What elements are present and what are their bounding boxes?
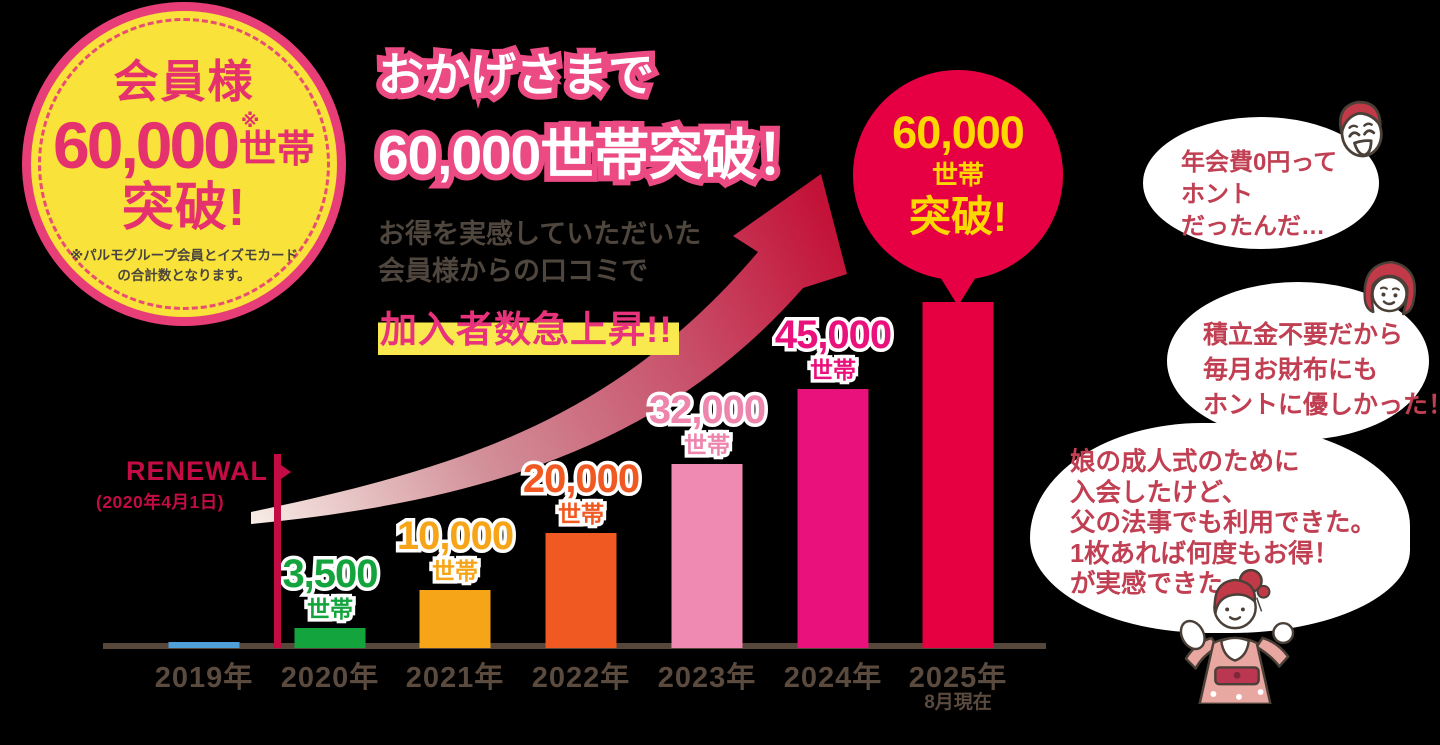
bubble1-line3: だったんだ… <box>1181 212 1325 240</box>
bar-group: 2019年 <box>141 0 267 745</box>
members-badge: 会員様 60,000 ※ 世帯 突破! ※パルモグループ会員とイズモカード の合… <box>22 2 346 326</box>
x-axis-tick-label: 2023年 <box>657 662 757 694</box>
badge-number: 60,000 <box>53 107 240 182</box>
badge-line3: 突破! <box>121 178 247 237</box>
bar-group: 3,500 世帯 2020年 <box>267 0 393 745</box>
bar <box>922 302 994 648</box>
bubble3-line5: が実感できた <box>1070 570 1224 599</box>
renewal-date: (2020年4月1日) <box>96 492 225 512</box>
headline-line1: おかげさまで <box>378 49 810 102</box>
renewal-arrow-icon <box>274 459 291 484</box>
renewal-text: RENEWAL <box>126 456 268 486</box>
badge-asterisk: ※ <box>240 110 260 132</box>
bar <box>294 628 366 648</box>
bar <box>168 642 240 648</box>
bar-group: 2025年 8月現在 <box>895 0 1021 745</box>
bubble2-line1: 積立金不要だから <box>1203 321 1404 349</box>
bubble1-line2: ホント <box>1181 180 1253 208</box>
badge-line1: 会員様 <box>113 55 255 107</box>
x-axis-tick-label: 2022年 <box>531 662 631 694</box>
renewal-marker-line <box>274 454 281 648</box>
renewal-label: RENEWAL (2020年4月1日) <box>96 456 291 514</box>
bar-unit-label: 世帯 <box>392 560 518 584</box>
x-axis-tick-label: 2024年 <box>783 662 883 694</box>
balloon-number: 60,000 <box>892 107 1025 159</box>
bar-unit-label: 世帯 <box>267 598 393 622</box>
badge-tick-ring <box>38 18 330 310</box>
kimono-woman-icon <box>1179 568 1295 704</box>
bubble2-line2: 毎月お財布にも <box>1203 356 1379 384</box>
bar-value-label: 32,000 <box>644 390 770 430</box>
man-face-icon <box>1338 100 1383 158</box>
bubble3-line2: 入会したけど、 <box>1070 478 1248 507</box>
badge-unit: 世帯 <box>238 128 315 171</box>
x-axis-tick-label: 2021年 <box>405 662 505 694</box>
bubble3-line4: 1枚あれば何度もお得！ <box>1070 539 1340 568</box>
bubble3-line1: 娘の成人式のために <box>1070 448 1300 476</box>
x-axis-tick-label: 2020年 <box>280 662 380 694</box>
headline-sub1: お得を実感していただいた <box>378 218 702 249</box>
headline-sub2: 会員様からの口コミで <box>378 256 648 287</box>
bar <box>797 389 869 648</box>
bar <box>671 464 743 648</box>
x-axis-tick-note: 8月現在 <box>924 692 992 713</box>
bubble2-line3: ホントに優しかった！ <box>1203 391 1440 419</box>
bar-unit-label: 世帯 <box>770 359 896 383</box>
x-axis-tick-label: 2019年 <box>154 662 254 694</box>
headline-block: おかげさまで 60,000世帯突破！ お得を実感していただいた 会員様からの口コ… <box>378 49 811 356</box>
bubble1-line1: 年会費0円って <box>1181 149 1338 176</box>
x-axis-tick-label: 2025年 <box>908 662 1008 694</box>
bar-value-label: 10,000 <box>392 516 518 556</box>
badge-note-1: ※パルモグループ会員とイズモカード <box>70 248 298 264</box>
bubble3-line3: 父の法事でも利用できた。 <box>1070 509 1377 538</box>
bar-unit-label: 世帯 <box>644 434 770 458</box>
bar-value-label: 3,500 <box>267 554 393 594</box>
balloon-tail <box>937 272 979 306</box>
bar <box>545 533 617 648</box>
woman-face-icon <box>1363 260 1417 316</box>
bar <box>419 590 491 648</box>
bar-unit-label: 世帯 <box>518 503 644 527</box>
speech-bubble-annual-fee: 年会費0円って ホント だったんだ… <box>1143 117 1379 249</box>
balloon-burst: 突破! <box>909 192 1007 240</box>
badge-note-2: の合計数となります。 <box>117 267 251 283</box>
headline-line2: 60,000世帯突破！ <box>378 110 811 190</box>
balloon-unit: 世帯 <box>931 160 984 191</box>
headline-highlight: 加入者数急上昇!! <box>378 299 679 356</box>
bar-value-label: 20,000 <box>518 459 644 499</box>
peak-callout-balloon: 60,000 世帯 突破! <box>853 70 1063 280</box>
